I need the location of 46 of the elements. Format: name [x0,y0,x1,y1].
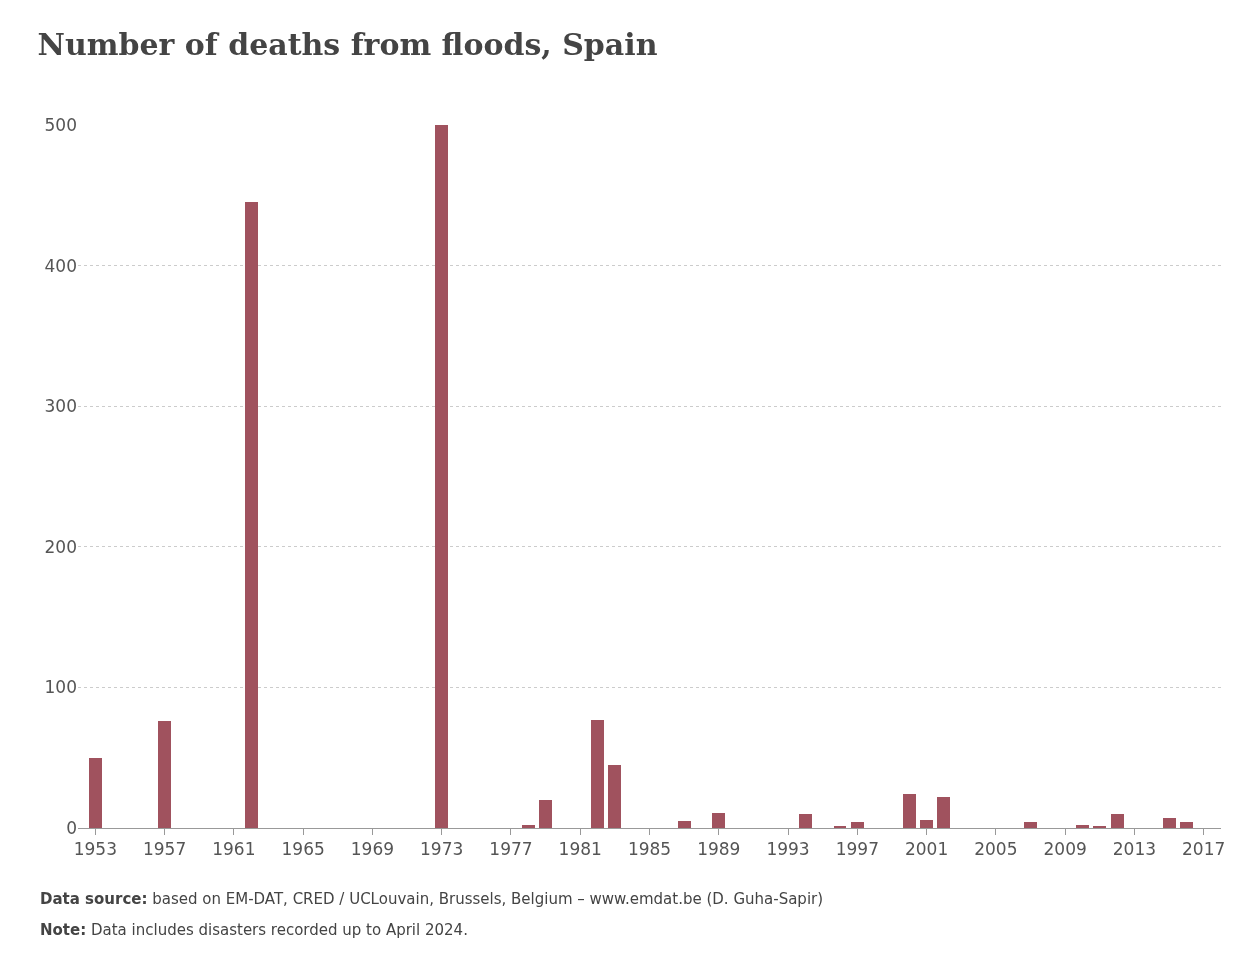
bar [1180,822,1193,828]
y-tick-label: 0 [66,817,77,838]
x-tick-label: 1993 [766,839,810,860]
bar [158,721,171,828]
bar [245,202,258,828]
bar [851,822,864,828]
text: Note: Data includes disasters recorded up to April 2024. [40,921,468,939]
y-tick-label: 300 [44,396,77,417]
x-tick-label: 1989 [697,839,741,860]
x-tick-label: 1957 [142,839,187,860]
source-note: Data source: based on EM-DAT, CRED / UCLouvain, Brussels, Belgium – www.emdat.be (D. Guha-Sapir) [40,890,824,908]
x-tick-label: 1965 [281,839,325,860]
x-tick-label: 2013 [1112,839,1157,860]
bar [522,825,535,828]
x-tick-label: 1969 [350,839,395,860]
x-tick-label: 2009 [1043,839,1087,860]
x-tick-label: 1981 [558,839,602,860]
x-tick-label: 1985 [627,839,672,860]
bar [1024,822,1037,828]
bar [608,765,621,828]
bar [539,800,552,828]
bar [712,813,725,828]
y-tick-label: 500 [44,114,77,135]
x-tick-label: 2001 [904,839,949,860]
bar [591,720,604,828]
bar [1163,818,1176,828]
y-tick-label: 100 [44,677,77,698]
x-tick-label: 1997 [835,839,879,860]
bar [903,794,916,828]
chart-title: Number of deaths from floods, Spain [37,27,658,63]
y-tick-label: 200 [44,536,77,557]
x-tick-label: 1961 [212,839,256,860]
x-tick-label: 2005 [974,839,1018,860]
bar [799,814,812,828]
bar [89,758,102,828]
x-tick-label: 1977 [489,839,533,860]
x-tick-label: 1973 [420,839,464,860]
x-tick-label: 2017 [1182,839,1226,860]
y-tick-label: 400 [44,255,77,276]
bar [435,125,448,828]
bar [920,820,933,828]
bar [678,821,691,828]
x-tick-label: 1953 [73,839,117,860]
bar [937,797,950,828]
bar [1076,825,1089,828]
bar [1111,814,1124,828]
